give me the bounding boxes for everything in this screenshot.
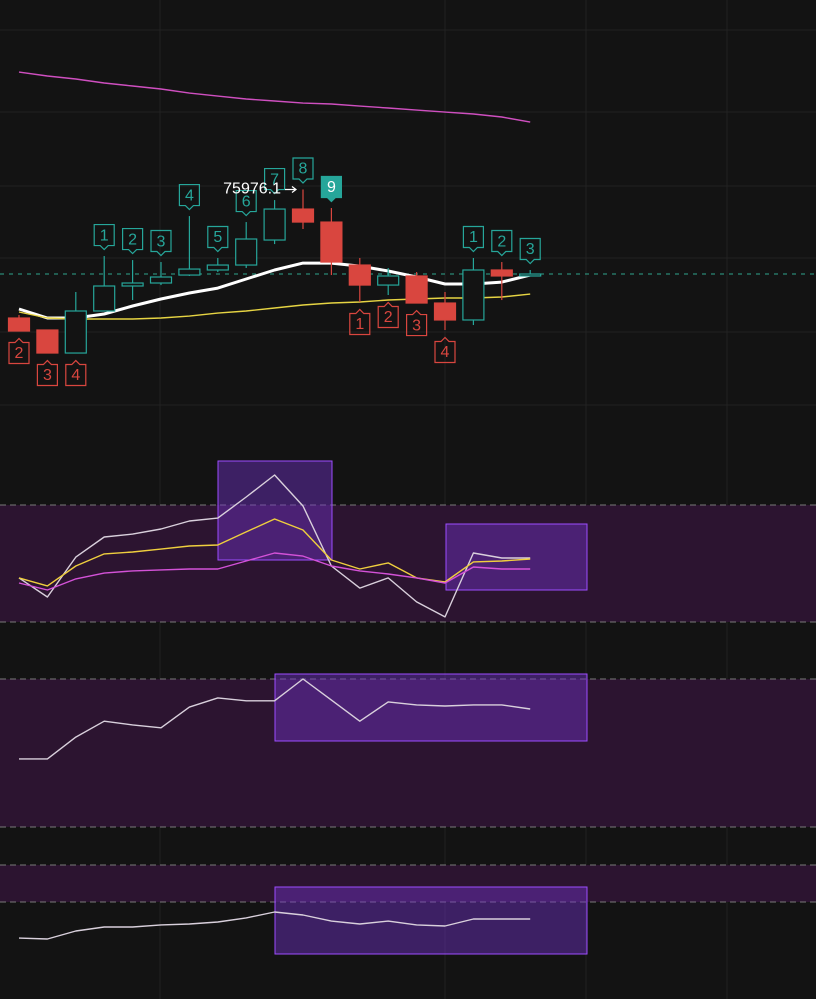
td-label: 1 xyxy=(100,227,109,244)
td-label-box xyxy=(65,359,87,387)
indicator-line xyxy=(18,261,531,320)
candle-body xyxy=(490,269,513,277)
td-label-box xyxy=(93,223,115,251)
candle-body xyxy=(149,276,173,284)
td-label: 4 xyxy=(185,187,194,204)
td-label: 8 xyxy=(299,161,308,178)
candle-body xyxy=(64,310,87,354)
candle-body xyxy=(7,317,31,332)
indicator-line xyxy=(18,474,531,618)
td-label-box xyxy=(150,229,172,257)
td-label: 2 xyxy=(497,233,506,250)
candle-body xyxy=(348,264,371,286)
td-label: 1 xyxy=(469,229,478,246)
candle-body xyxy=(377,275,400,286)
td-label-box xyxy=(292,157,314,184)
highlight-box xyxy=(445,523,588,591)
td-label-box xyxy=(235,189,257,217)
td-label: 3 xyxy=(157,233,166,250)
indicator-line xyxy=(18,552,531,591)
indicator-line xyxy=(18,518,531,587)
td-label: 5 xyxy=(213,229,222,246)
candle-body xyxy=(433,302,457,321)
td-label: 9 xyxy=(327,179,336,196)
candle-body xyxy=(36,329,59,354)
candle-body xyxy=(291,208,315,223)
td-label: 2 xyxy=(128,231,137,248)
td-label-box xyxy=(178,183,200,211)
td-label-box xyxy=(349,308,371,336)
candle-body xyxy=(263,208,286,241)
indicator-line xyxy=(18,911,531,940)
high-price-arrow xyxy=(285,185,297,193)
candle-body xyxy=(405,275,428,304)
candle-body xyxy=(121,282,144,287)
td-label-box xyxy=(406,309,428,337)
td-label: 2 xyxy=(384,309,393,326)
td-label: 3 xyxy=(43,367,52,384)
highlight-box xyxy=(274,673,588,742)
td-label: 7 xyxy=(270,171,279,188)
td-label: 6 xyxy=(242,193,251,210)
highlight-box xyxy=(274,886,588,955)
level-band xyxy=(0,865,816,902)
candle-body xyxy=(206,264,229,271)
candle-body xyxy=(320,221,343,263)
candle-body xyxy=(178,268,201,276)
td-label: 3 xyxy=(412,317,421,334)
highlight-box xyxy=(217,460,333,561)
td-label-box xyxy=(377,301,399,329)
td-label-box xyxy=(462,225,484,253)
td-label-box xyxy=(264,167,286,195)
td-label-box xyxy=(519,237,541,265)
level-band xyxy=(0,505,816,622)
td-label-box xyxy=(434,336,456,364)
high-price-label: 75976.1 xyxy=(223,181,281,198)
candle-body xyxy=(519,273,542,277)
indicator-line xyxy=(18,71,531,123)
candle-body xyxy=(462,269,485,321)
indicator-line xyxy=(19,678,531,760)
td-label: 2 xyxy=(15,345,24,362)
td-label-box xyxy=(122,227,144,255)
td-label: 3 xyxy=(526,241,535,258)
candle-body xyxy=(93,285,116,312)
td-label-box xyxy=(8,337,30,365)
td-label-box xyxy=(320,175,342,203)
td-label-box xyxy=(491,229,513,257)
td-label: 1 xyxy=(355,316,364,333)
td-label: 4 xyxy=(441,344,450,361)
td-label-box xyxy=(207,225,229,253)
candle-body xyxy=(235,238,258,266)
marks: 2 3 4 1 2 3 4 5 6 7 8 9 1 2 3 4 1 2 3 75976.1 xyxy=(0,71,816,940)
td-label-box xyxy=(36,359,58,387)
td-label: 4 xyxy=(71,367,80,384)
